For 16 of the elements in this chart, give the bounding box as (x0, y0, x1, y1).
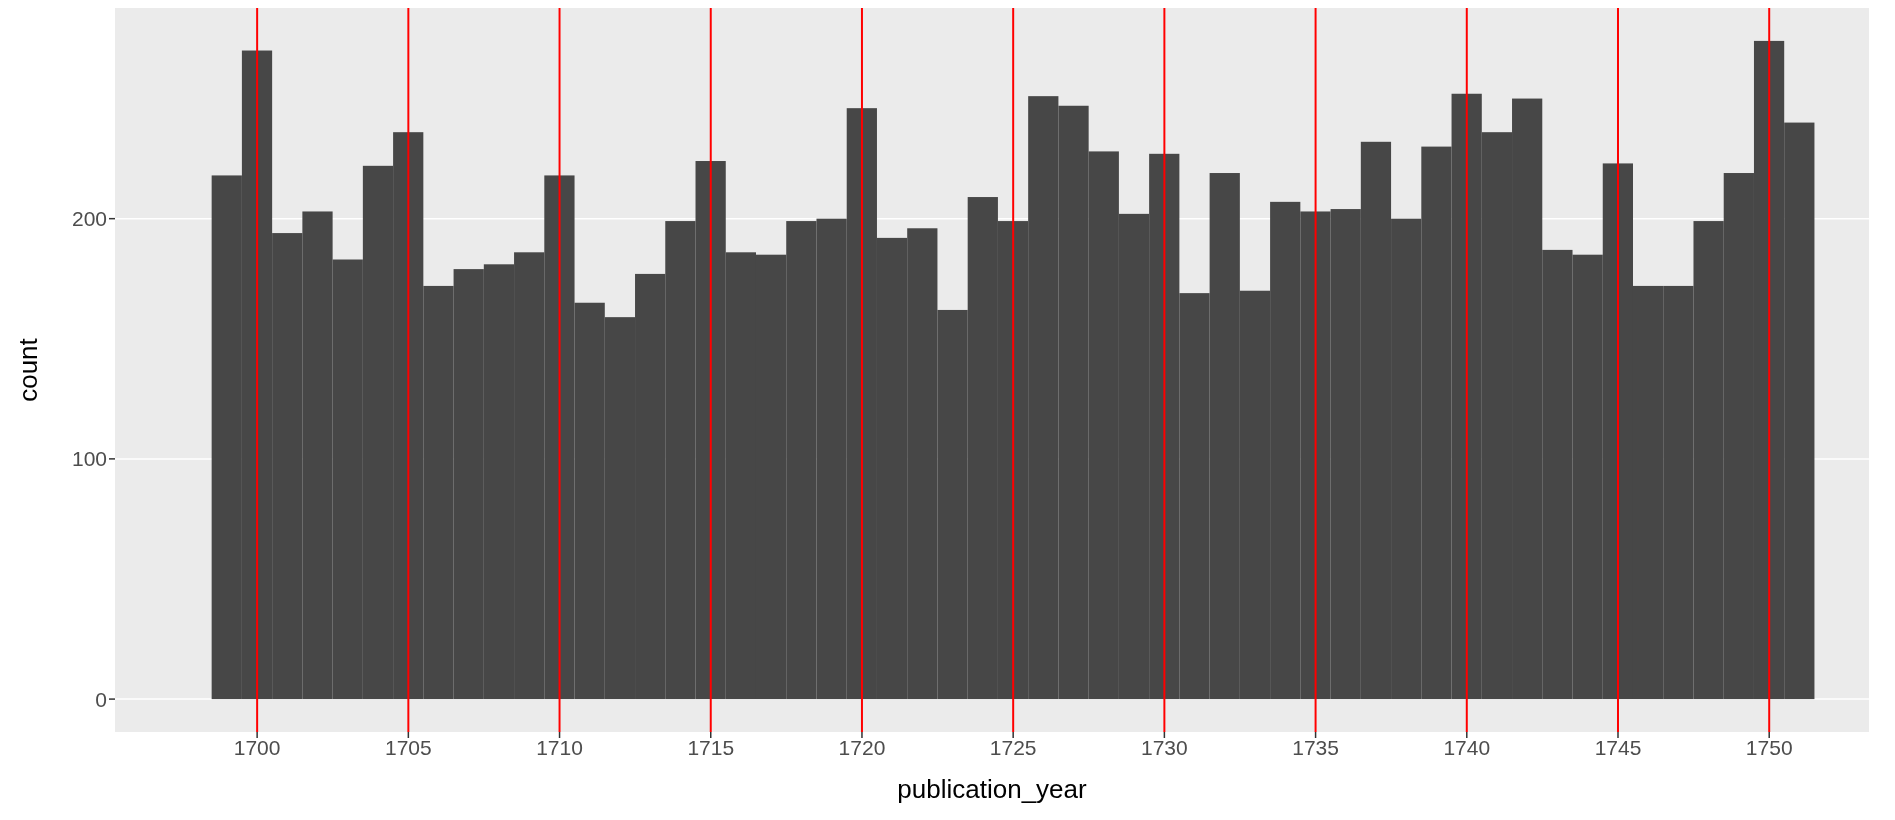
y-tick-label: 0 (95, 687, 107, 711)
x-tick-label: 1730 (1141, 735, 1188, 759)
x-tick-label: 1720 (838, 735, 886, 759)
x-tick-label: 1715 (687, 735, 735, 759)
y-tick-label: 200 (71, 207, 107, 231)
x-tick-label: 1725 (989, 735, 1037, 759)
x-tick-label: 1735 (1292, 735, 1339, 759)
x-tick-label: 1705 (384, 735, 432, 759)
x-axis-title: publication_year (897, 774, 1088, 804)
x-tick-label: 1710 (536, 735, 583, 759)
y-axis-title: count (13, 337, 44, 402)
x-tick-label: 1745 (1594, 735, 1642, 759)
x-tick-label: 1700 (233, 735, 281, 759)
y-tick-label: 100 (71, 447, 107, 471)
x-tick-label: 1750 (1745, 735, 1793, 759)
x-tick-label: 1740 (1443, 735, 1491, 759)
